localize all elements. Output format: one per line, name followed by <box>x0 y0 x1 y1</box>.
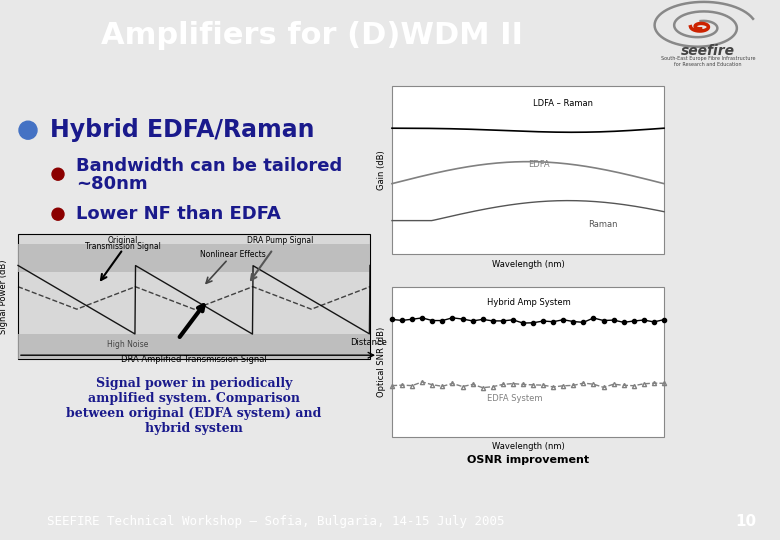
Bar <box>18 334 370 359</box>
Text: Lower NF than EDFA: Lower NF than EDFA <box>76 205 281 223</box>
Text: SEEFIRE Technical Workshop – Sofia, Bulgaria, 14-15 July 2005: SEEFIRE Technical Workshop – Sofia, Bulg… <box>47 515 505 528</box>
Bar <box>392 287 664 437</box>
Text: Nonlinear Effects: Nonlinear Effects <box>200 249 266 259</box>
Text: Wavelength (nm): Wavelength (nm) <box>491 260 565 269</box>
Text: Hybrid EDFA/Raman: Hybrid EDFA/Raman <box>50 118 314 142</box>
Bar <box>392 86 664 254</box>
Text: DRA Pump Signal: DRA Pump Signal <box>246 236 314 245</box>
Circle shape <box>19 121 37 139</box>
Text: Distance: Distance <box>350 338 387 347</box>
Text: Wavelength (nm): Wavelength (nm) <box>491 442 565 451</box>
Text: Signal Power (dB): Signal Power (dB) <box>0 259 9 334</box>
Text: Optical SNR (dB): Optical SNR (dB) <box>377 327 386 397</box>
Text: EDFA System: EDFA System <box>488 394 543 403</box>
Text: DRA Amplified Transmission Signal: DRA Amplified Transmission Signal <box>121 355 267 364</box>
Text: OSNR improvement: OSNR improvement <box>467 455 589 465</box>
Circle shape <box>52 168 64 180</box>
Circle shape <box>52 208 64 220</box>
Text: Hybrid Amp System: Hybrid Amp System <box>488 298 571 307</box>
Text: Bandwidth can be tailored: Bandwidth can be tailored <box>76 157 342 175</box>
Text: Signal power in periodically
amplified system. Comparison
between original (EDFA: Signal power in periodically amplified s… <box>66 377 321 435</box>
Text: Original: Original <box>108 236 138 245</box>
Text: ~80nm: ~80nm <box>76 175 147 193</box>
Text: LDFA – Raman: LDFA – Raman <box>534 99 594 109</box>
Text: 10: 10 <box>736 514 757 529</box>
Text: Gain (dB): Gain (dB) <box>377 150 386 190</box>
Text: seefire: seefire <box>681 44 735 58</box>
Text: EDFA: EDFA <box>528 160 550 169</box>
Text: Raman: Raman <box>588 220 617 230</box>
Text: South-East Europe Fibre Infrastructure
for Research and Education: South-East Europe Fibre Infrastructure f… <box>661 56 755 67</box>
Text: High Noise: High Noise <box>108 340 149 349</box>
Bar <box>18 234 370 359</box>
Text: Transmission Signal: Transmission Signal <box>85 242 161 251</box>
Bar <box>18 244 370 272</box>
Text: Amplifiers for (D)WDM II: Amplifiers for (D)WDM II <box>101 21 523 50</box>
